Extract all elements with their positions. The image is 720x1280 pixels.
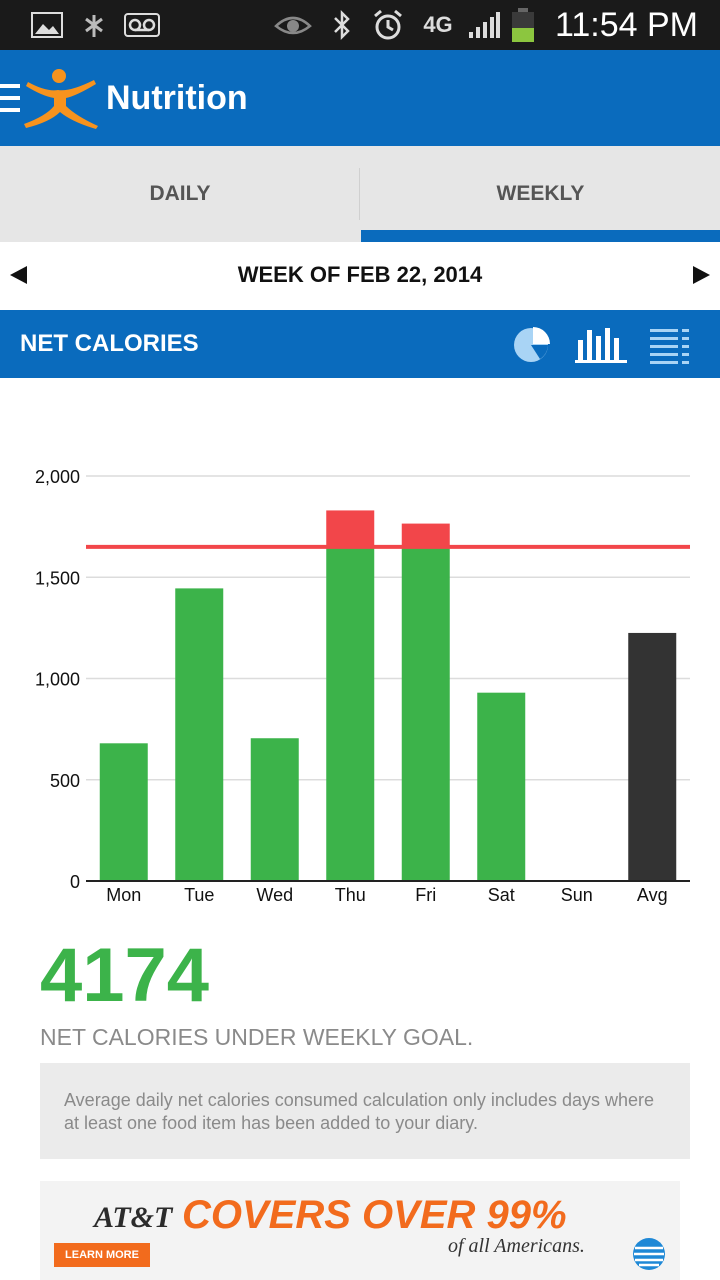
eye-icon [274, 0, 312, 50]
net-calories-summary-value: 4174 [40, 933, 210, 1018]
battery-icon [508, 0, 538, 50]
app-title: Nutrition [106, 79, 248, 117]
ad-banner[interactable]: AT&T COVERS OVER 99% of all Americans. L… [40, 1181, 680, 1280]
bar-chart-icon[interactable] [574, 324, 628, 364]
tab-weekly[interactable]: WEEKLY [496, 182, 585, 205]
gallery-icon [30, 0, 64, 50]
bar-chart: 0 500 1,000 1,500 2,000 Mon Tue Wed Thu Fri Sat Sun… [35, 467, 690, 905]
status-bar: 4G 11:54 PM [0, 0, 720, 50]
signal-icon [466, 0, 502, 50]
bar-thu [326, 510, 375, 547]
bar-tue [175, 588, 224, 881]
network-label: 4G [423, 12, 453, 37]
section-header: NET CALORIES [0, 310, 720, 378]
y-tick-label: 1,000 [35, 670, 80, 690]
y-tick-label: 1,500 [35, 568, 80, 588]
ad-brand: AT&T [94, 1201, 173, 1234]
bar-wed [250, 738, 299, 881]
status-time: 11:54 PM [554, 6, 698, 44]
ad-learn-more-button[interactable]: LEARN MORE [54, 1243, 150, 1267]
pie-chart-icon[interactable] [510, 324, 554, 364]
bar-thu [326, 546, 375, 881]
list-view-icon[interactable] [648, 324, 692, 364]
tab-bar: DAILY WEEKLY [0, 146, 720, 242]
x-tick-label: Thu [335, 885, 366, 905]
bluetooth-icon [330, 0, 354, 50]
tab-selected-indicator [361, 230, 720, 242]
triangle-left-icon[interactable] [10, 266, 27, 284]
week-label: WEEK OF FEB 22, 2014 [237, 262, 483, 287]
net-calories-chart: 0 500 1,000 1,500 2,000 Mon Tue Wed Thu Fri Sat Sun… [0, 378, 720, 918]
y-tick-label: 0 [70, 872, 80, 892]
summary-caption: NET CALORIES UNDER WEEKLY GOAL. [40, 1024, 474, 1050]
triangle-right-icon[interactable] [693, 266, 710, 284]
calculation-note: Average daily net calories consumed calc… [40, 1063, 690, 1159]
network-4g-lte-icon: 4G [414, 0, 462, 50]
x-tick-label: Tue [184, 885, 214, 905]
x-tick-label: Mon [106, 885, 141, 905]
bar-fri [401, 523, 450, 547]
x-tick-label: Sat [488, 885, 515, 905]
y-tick-label: 500 [50, 771, 80, 791]
section-title: NET CALORIES [20, 330, 199, 357]
x-tick-label: Fri [415, 885, 436, 905]
hamburger-menu-icon[interactable] [0, 84, 20, 112]
pinwheel-icon [80, 0, 108, 50]
bar-sat [477, 692, 526, 881]
myfitnesspal-figure-icon[interactable] [24, 66, 100, 130]
ad-subline: of all Americans. [448, 1235, 585, 1257]
voicemail-icon [124, 0, 160, 50]
x-tick-label: Avg [637, 885, 668, 905]
y-tick-label: 2,000 [35, 467, 80, 487]
x-tick-label: Sun [561, 885, 593, 905]
alarm-icon [370, 0, 406, 50]
tab-daily[interactable]: DAILY [149, 182, 211, 205]
ad-headline: COVERS OVER 99% [182, 1193, 567, 1237]
calculation-note-text: Average daily net calories consumed calc… [64, 1090, 655, 1133]
bar-mon [99, 743, 148, 881]
x-tick-label: Wed [256, 885, 293, 905]
att-globe-icon [632, 1237, 666, 1271]
app-bar: Nutrition [0, 50, 720, 146]
bar-fri [401, 546, 450, 881]
tab-divider [359, 168, 360, 220]
bar-avg [628, 632, 677, 881]
week-navigator: WEEK OF FEB 22, 2014 [0, 242, 720, 310]
